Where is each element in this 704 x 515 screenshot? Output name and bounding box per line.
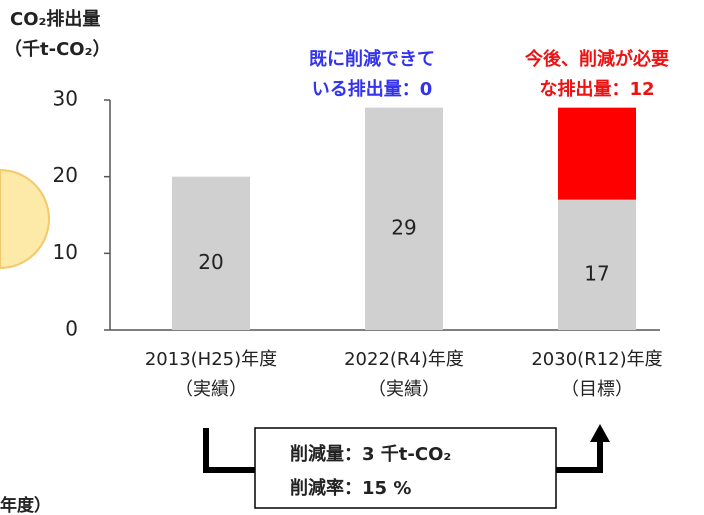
annotation: 今後、削減が必要	[525, 48, 669, 70]
x-tick-label: （目標）	[561, 379, 633, 400]
annotation: いる排出量：0	[312, 78, 433, 100]
annotation: 既に削減できて	[309, 48, 435, 70]
bar-segment	[558, 107, 636, 200]
summary-text: 削減量：3 千t-CO₂	[290, 443, 451, 465]
bar-segment	[172, 176, 250, 330]
x-tick-label: 2013(H25)年度	[145, 349, 277, 370]
bar-segment	[558, 199, 636, 330]
cropped-text: 年度）	[0, 495, 51, 515]
bracket-arrow	[203, 428, 603, 473]
y-axis-label: CO₂排出量	[10, 8, 100, 30]
x-tick-label: 2022(R4)年度	[344, 349, 464, 370]
y-tick-label: 10	[53, 240, 78, 264]
y-tick-label: 30	[53, 87, 78, 111]
x-tick-label: （実績）	[175, 379, 247, 400]
data-label: 17	[584, 261, 609, 285]
data-label: 20	[198, 250, 223, 274]
x-tick-label: （実績）	[368, 379, 440, 400]
bar-segment	[365, 107, 443, 331]
summary-box	[254, 427, 557, 509]
cropped-badge	[0, 168, 50, 270]
summary-text: 削減率：15 %	[290, 477, 411, 499]
data-label: 29	[391, 215, 416, 239]
y-axis-label: （千t-CO₂）	[4, 39, 110, 60]
annotation: な排出量：12	[539, 78, 654, 100]
arrow-head	[590, 424, 610, 442]
y-tick-label: 20	[53, 163, 78, 187]
y-tick-label: 0	[65, 317, 78, 341]
x-tick-label: 2030(R12)年度	[531, 349, 662, 370]
